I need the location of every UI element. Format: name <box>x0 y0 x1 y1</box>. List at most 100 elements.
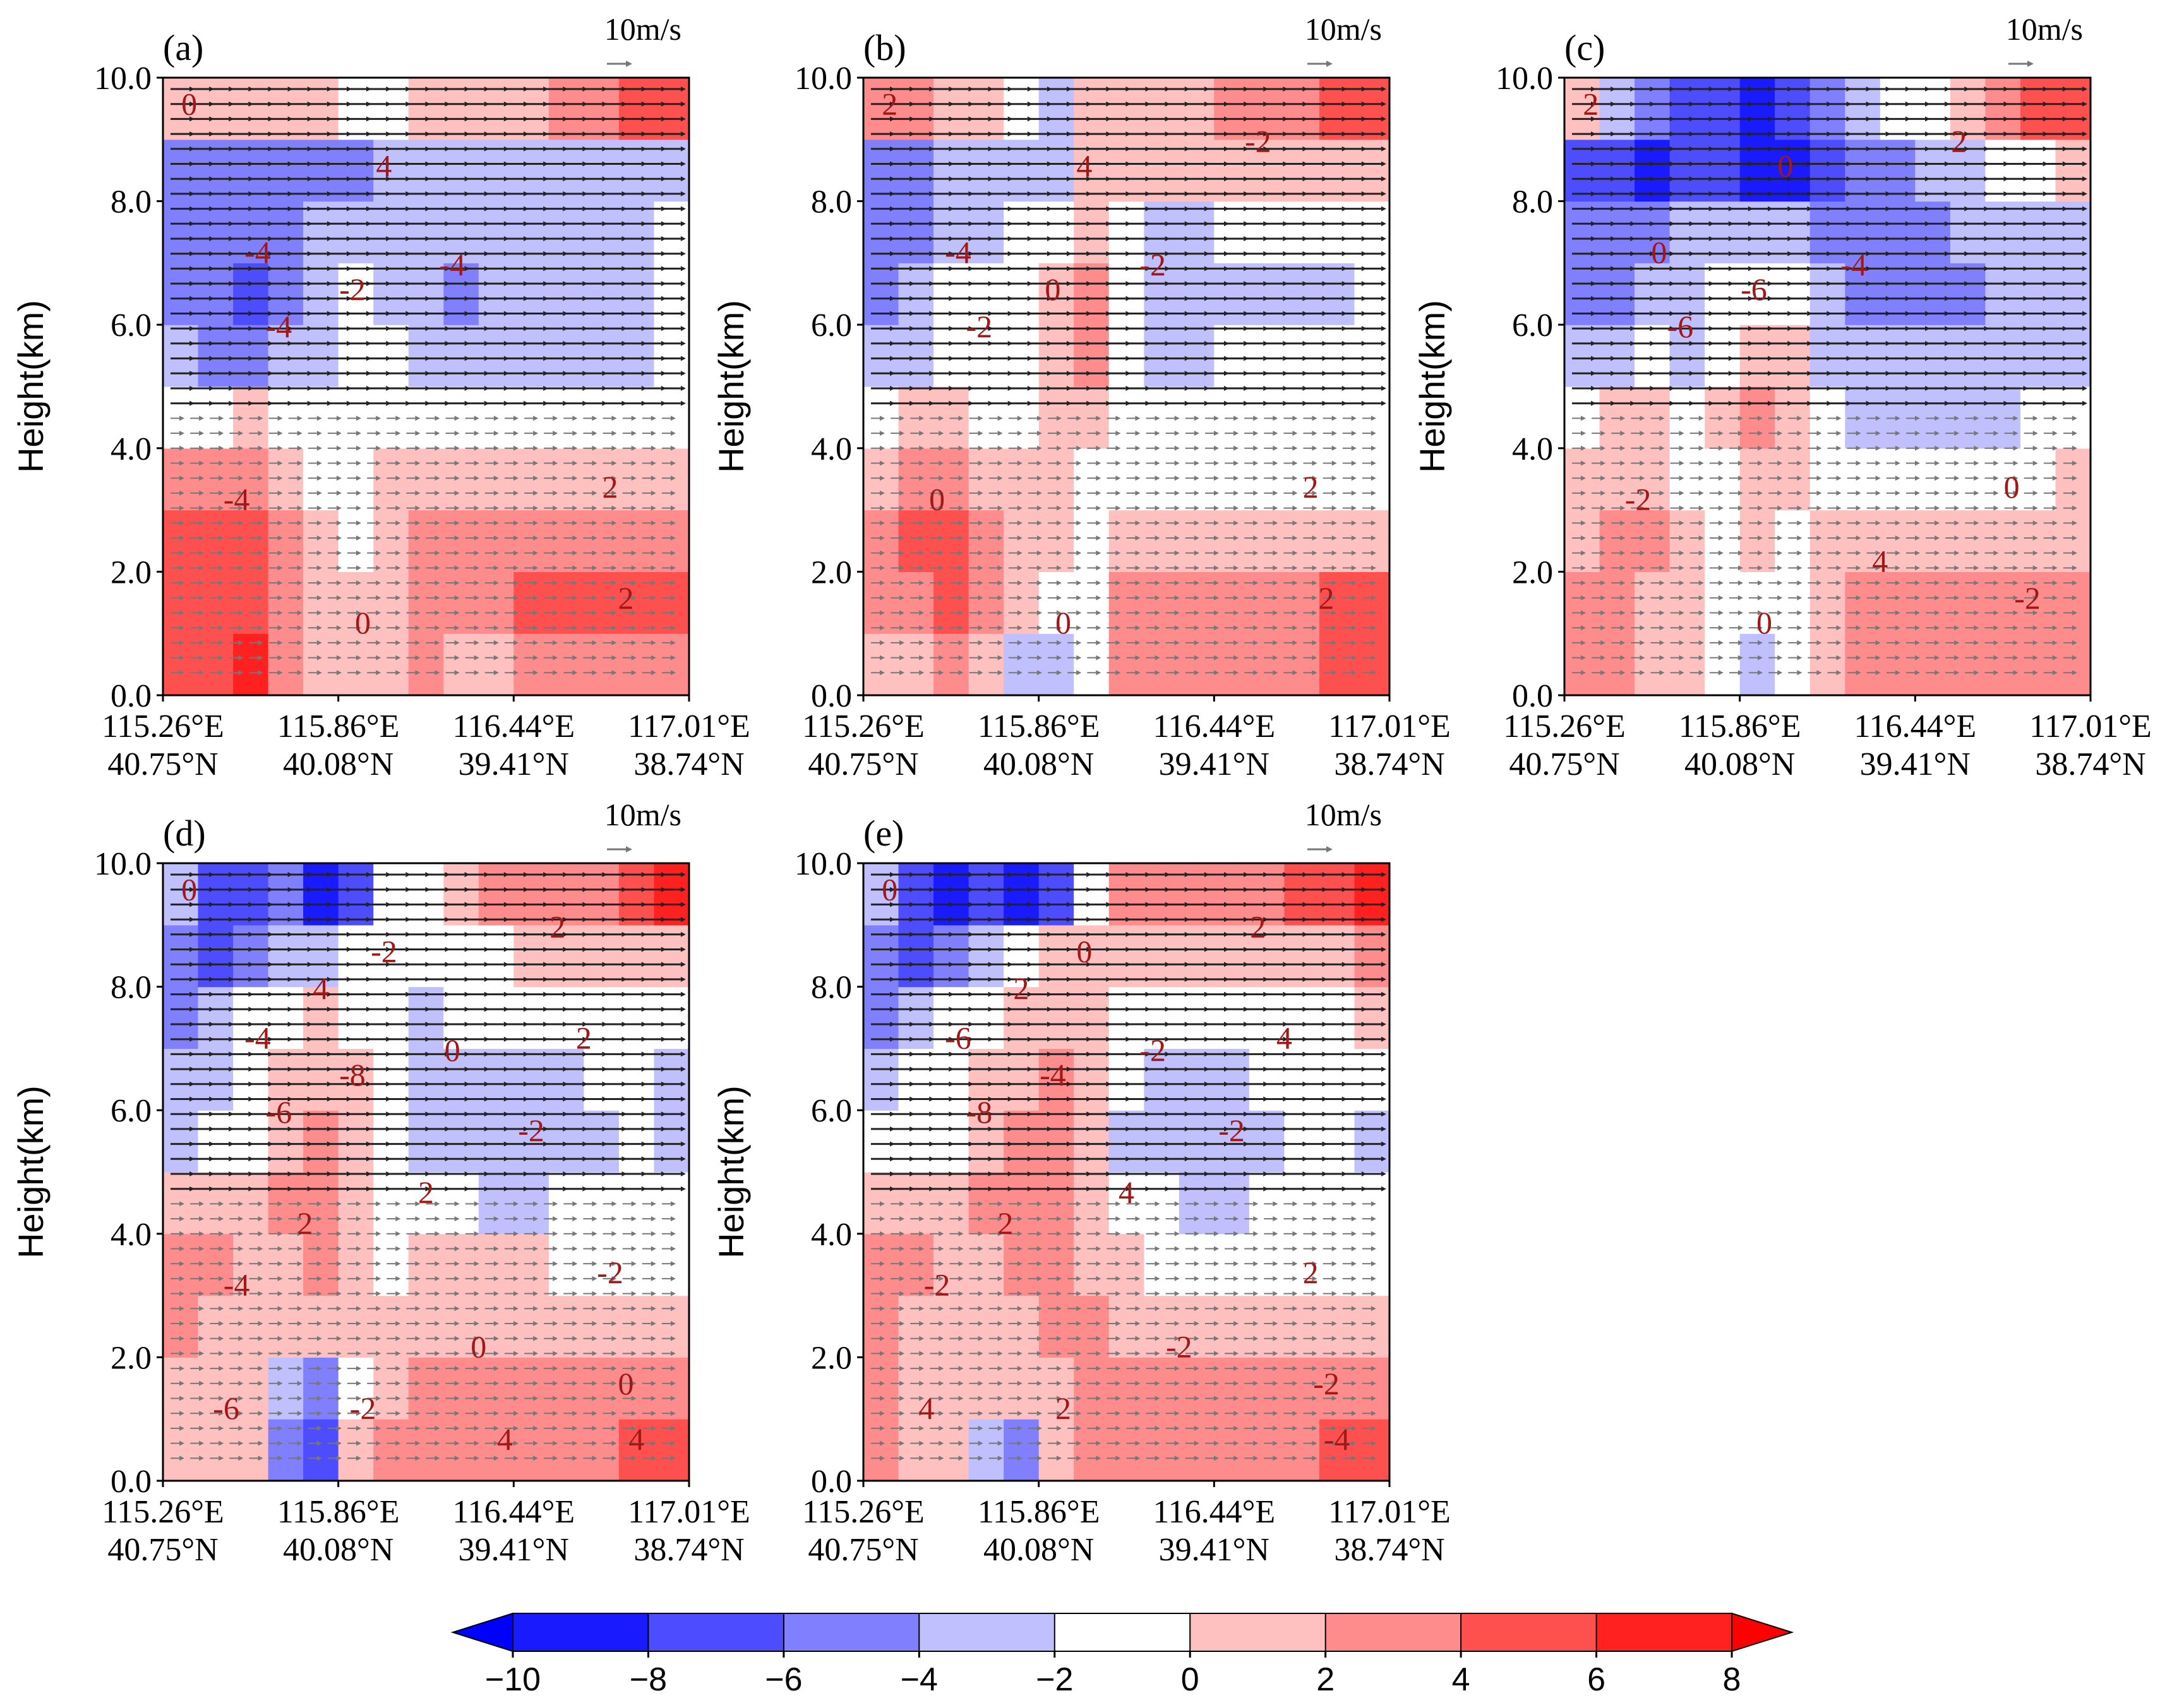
field-cell <box>618 510 654 572</box>
wind-vector-head <box>670 490 676 496</box>
wind-vector-head <box>631 670 637 676</box>
field-cell <box>303 386 339 449</box>
field-cell <box>1599 78 1635 140</box>
field-cell <box>1354 510 1390 572</box>
wind-vector-head <box>611 595 617 601</box>
wind-vector-head <box>670 460 676 466</box>
wind-vector-head <box>238 640 244 645</box>
contour-label: 2 <box>603 469 618 505</box>
field-cell <box>933 78 969 140</box>
wind-vector-head <box>316 431 322 436</box>
wind-vector-head <box>572 431 578 436</box>
field-cell <box>1004 633 1040 696</box>
wind-vector-head <box>631 490 637 496</box>
field-cell <box>373 571 409 634</box>
wind-vector-head <box>277 445 283 451</box>
wind-vector-head <box>376 445 381 451</box>
wind-vector-head <box>592 490 597 496</box>
field-cell <box>1038 448 1074 511</box>
wind-vector-head <box>238 475 244 481</box>
wind-vector-head <box>553 416 558 421</box>
field-cell <box>373 325 409 387</box>
field-cell <box>1319 448 1355 511</box>
contour-label: 4 <box>376 148 392 184</box>
wind-vector-head <box>277 595 283 601</box>
wind-vector-head <box>533 431 539 436</box>
wind-vector-head <box>435 535 440 541</box>
wind-vector-head <box>592 505 597 511</box>
wind-vector-head <box>336 535 342 541</box>
wind-vector-head <box>553 535 558 541</box>
field-cell <box>198 78 234 140</box>
field-cell <box>1705 325 1741 387</box>
wind-vector-head <box>219 475 224 481</box>
field-cell <box>303 78 339 140</box>
wind-vector-head <box>297 520 303 526</box>
wind-vector-head <box>356 475 361 481</box>
field-cell <box>1179 325 1215 387</box>
field-cell <box>1669 78 1705 140</box>
wind-vector-head <box>611 475 617 481</box>
field-cell <box>1038 325 1074 387</box>
wind-vector-head <box>651 610 656 616</box>
wind-vector-head <box>258 505 263 511</box>
field-cell <box>2020 386 2056 449</box>
wind-vector-head <box>258 625 263 631</box>
field-cell <box>618 263 654 325</box>
wind-vector-head <box>553 460 558 466</box>
wind-vector-head <box>277 580 283 586</box>
wind-vector-head <box>611 610 617 616</box>
wind-vector-head <box>415 670 421 676</box>
wind-vector-head <box>297 431 303 436</box>
wind-vector-head <box>680 371 686 376</box>
wind-vector-head <box>336 580 342 586</box>
field-cell <box>1985 325 2021 387</box>
wind-vector-head <box>435 640 440 645</box>
wind-vector-head <box>297 416 303 421</box>
wind-vector-head <box>258 565 263 571</box>
field-cell <box>1038 78 1074 140</box>
field-cell <box>1915 325 1951 387</box>
wind-vector-head <box>316 595 322 601</box>
wind-vector-head <box>435 431 440 436</box>
wind-vector-head <box>651 655 656 661</box>
wind-vector-head <box>513 640 519 645</box>
wind-vector-head <box>199 445 205 451</box>
field-cell <box>1950 510 1986 572</box>
wind-vector-head <box>513 505 519 511</box>
wind-vector-head <box>680 296 686 301</box>
field-cell <box>338 325 374 387</box>
field-cell <box>408 386 444 449</box>
wind-vector-head <box>316 475 322 481</box>
wind-vector-head <box>277 431 283 436</box>
wind-vector-head <box>631 640 637 645</box>
wind-vector-head <box>258 550 263 556</box>
field-cell <box>338 571 374 634</box>
wind-vector-head <box>395 416 401 421</box>
field-cell <box>198 325 234 387</box>
wind-vector-head <box>435 445 440 451</box>
wind-vector-head <box>199 640 205 645</box>
wind-vector-head <box>611 520 617 526</box>
wind-vector-head <box>474 550 479 556</box>
field-cell <box>968 78 1004 140</box>
field-cell <box>1775 78 1811 140</box>
wind-vector-head <box>238 670 244 676</box>
wind-vector-head <box>592 460 597 466</box>
field-cell <box>1144 325 1180 387</box>
field-cell <box>1144 571 1180 634</box>
wind-vector-head <box>356 670 361 676</box>
wind-vector-head <box>454 655 460 661</box>
x-tick-label-lat: 39.41°N <box>459 746 569 782</box>
wind-vector-head <box>572 580 578 586</box>
y-tick-label: 10.0 <box>795 61 852 97</box>
field-cell <box>1144 448 1180 511</box>
field-cell <box>1214 386 1250 449</box>
wind-vector-head <box>553 445 558 451</box>
wind-vector-head <box>199 505 205 511</box>
wind-vector-head <box>376 640 381 645</box>
field-cell <box>1635 263 1671 325</box>
wind-vector-head <box>454 595 460 601</box>
field-cell <box>1319 571 1355 634</box>
wind-vector-head <box>219 625 224 631</box>
